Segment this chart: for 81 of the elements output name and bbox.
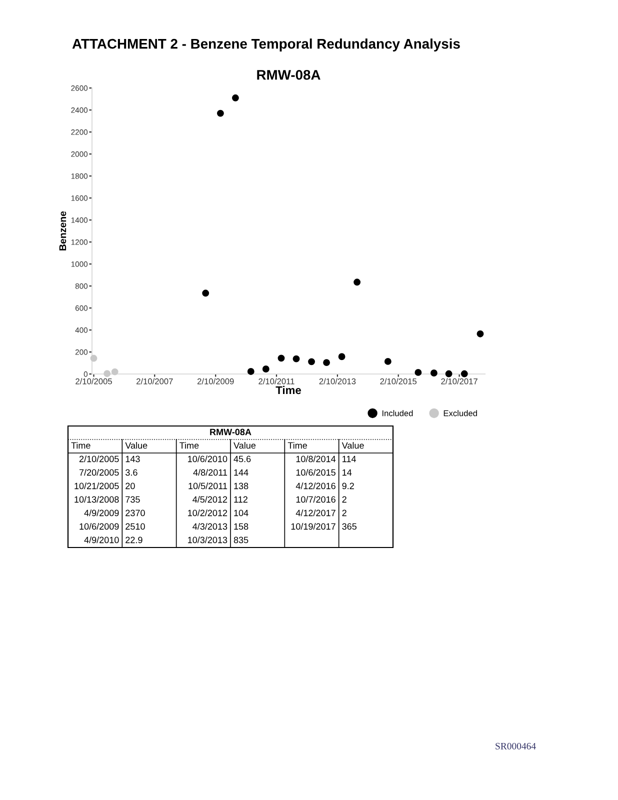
x-tick-label: 2/10/2017: [441, 378, 478, 384]
text: RMW-08A: [210, 428, 252, 436]
text: Time: [180, 442, 199, 449]
category-label: 10/7/2016: [296, 496, 336, 503]
point: [476, 330, 484, 338]
point: [216, 110, 224, 117]
text: Time: [288, 442, 307, 449]
category-label: 4/5/2012: [192, 496, 228, 503]
data-label: 20: [126, 482, 135, 490]
data-label: 22.9: [126, 536, 142, 544]
category-label: 10/2/2012: [188, 510, 228, 516]
data-label: 2: [342, 496, 346, 503]
category-label: 4/9/2010: [84, 536, 119, 544]
data-label: 2370: [126, 510, 145, 516]
point: [308, 358, 315, 366]
point: [384, 358, 392, 365]
data-label: 143: [126, 456, 140, 462]
point: [90, 354, 98, 362]
x-tick-label: 2/10/2005: [76, 378, 112, 384]
point: [323, 359, 330, 366]
text: Value: [234, 442, 256, 449]
point: [262, 366, 270, 372]
point: [278, 354, 285, 362]
data-label: 9.2: [342, 482, 354, 490]
data-label: 835: [234, 536, 248, 544]
x-tick-label: 2/10/2015: [380, 378, 417, 384]
point: [338, 353, 346, 360]
category-label: 10/21/2005: [74, 482, 119, 490]
category-label: 2/10/2005: [79, 456, 119, 462]
point: [430, 370, 438, 376]
data-label: 144: [234, 469, 248, 476]
category-label: 7/20/2005: [79, 469, 119, 476]
category-label: 4/8/2011: [193, 469, 228, 476]
text: Value: [342, 442, 364, 449]
category-label: 4/9/2009: [84, 510, 119, 516]
data-label: 112: [234, 496, 248, 503]
category-label: 4/12/2017: [296, 510, 336, 516]
point: [414, 368, 422, 376]
x-tick-label: 2/10/2011: [258, 378, 294, 384]
data-label: 2510: [126, 523, 145, 530]
data-label: 365: [342, 523, 357, 530]
text: Value: [125, 442, 148, 449]
point: [232, 94, 239, 102]
point: [202, 290, 210, 297]
category-label: 10/6/2010: [188, 456, 228, 462]
data-label: 104: [234, 510, 248, 516]
category-label: 10/8/2014: [296, 456, 336, 462]
legend-label: Included: [382, 410, 413, 416]
text: SR000464: [496, 742, 536, 750]
category-label: 10/13/2008: [74, 496, 119, 503]
data-label: 14: [342, 469, 352, 476]
x-tick-label: 2/10/2013: [319, 378, 356, 384]
category-label: 10/6/2009: [80, 523, 119, 530]
data-label: 138: [234, 482, 248, 490]
point: [292, 355, 300, 362]
x-axis-title: Time: [276, 386, 301, 394]
point: [354, 278, 361, 286]
data-label: 45.6: [234, 456, 251, 462]
point: [111, 368, 118, 376]
x-tick-label: 2/10/2009: [197, 378, 234, 384]
legend-label: Excluded: [444, 410, 477, 416]
category-label: 4/3/2013: [192, 523, 228, 530]
category-label: 10/19/2017: [291, 523, 336, 530]
category-label: 4/12/2016: [296, 482, 336, 490]
x-tick-label: 2/10/2007: [136, 378, 173, 384]
data-label: 158: [234, 523, 248, 530]
category-label: 10/5/2011: [188, 482, 228, 490]
data-label: 2: [342, 510, 346, 516]
point: [247, 368, 254, 375]
category-label: 10/3/2013: [188, 536, 228, 544]
point: [445, 370, 452, 378]
chart-subtitle: RMW-08A: [257, 70, 320, 80]
data-label: 114: [342, 456, 356, 462]
point: [460, 370, 468, 378]
chart-title: ATTACHMENT 2 - Benzene Temporal Redundancy Analysis: [72, 38, 460, 52]
point: [104, 370, 111, 378]
category-label: 10/6/2015: [296, 469, 336, 476]
data-label: 3.6: [126, 469, 138, 476]
y-axis-title: Benzene: [59, 211, 66, 250]
text: Time: [71, 442, 90, 449]
data-label: 735: [126, 496, 140, 503]
